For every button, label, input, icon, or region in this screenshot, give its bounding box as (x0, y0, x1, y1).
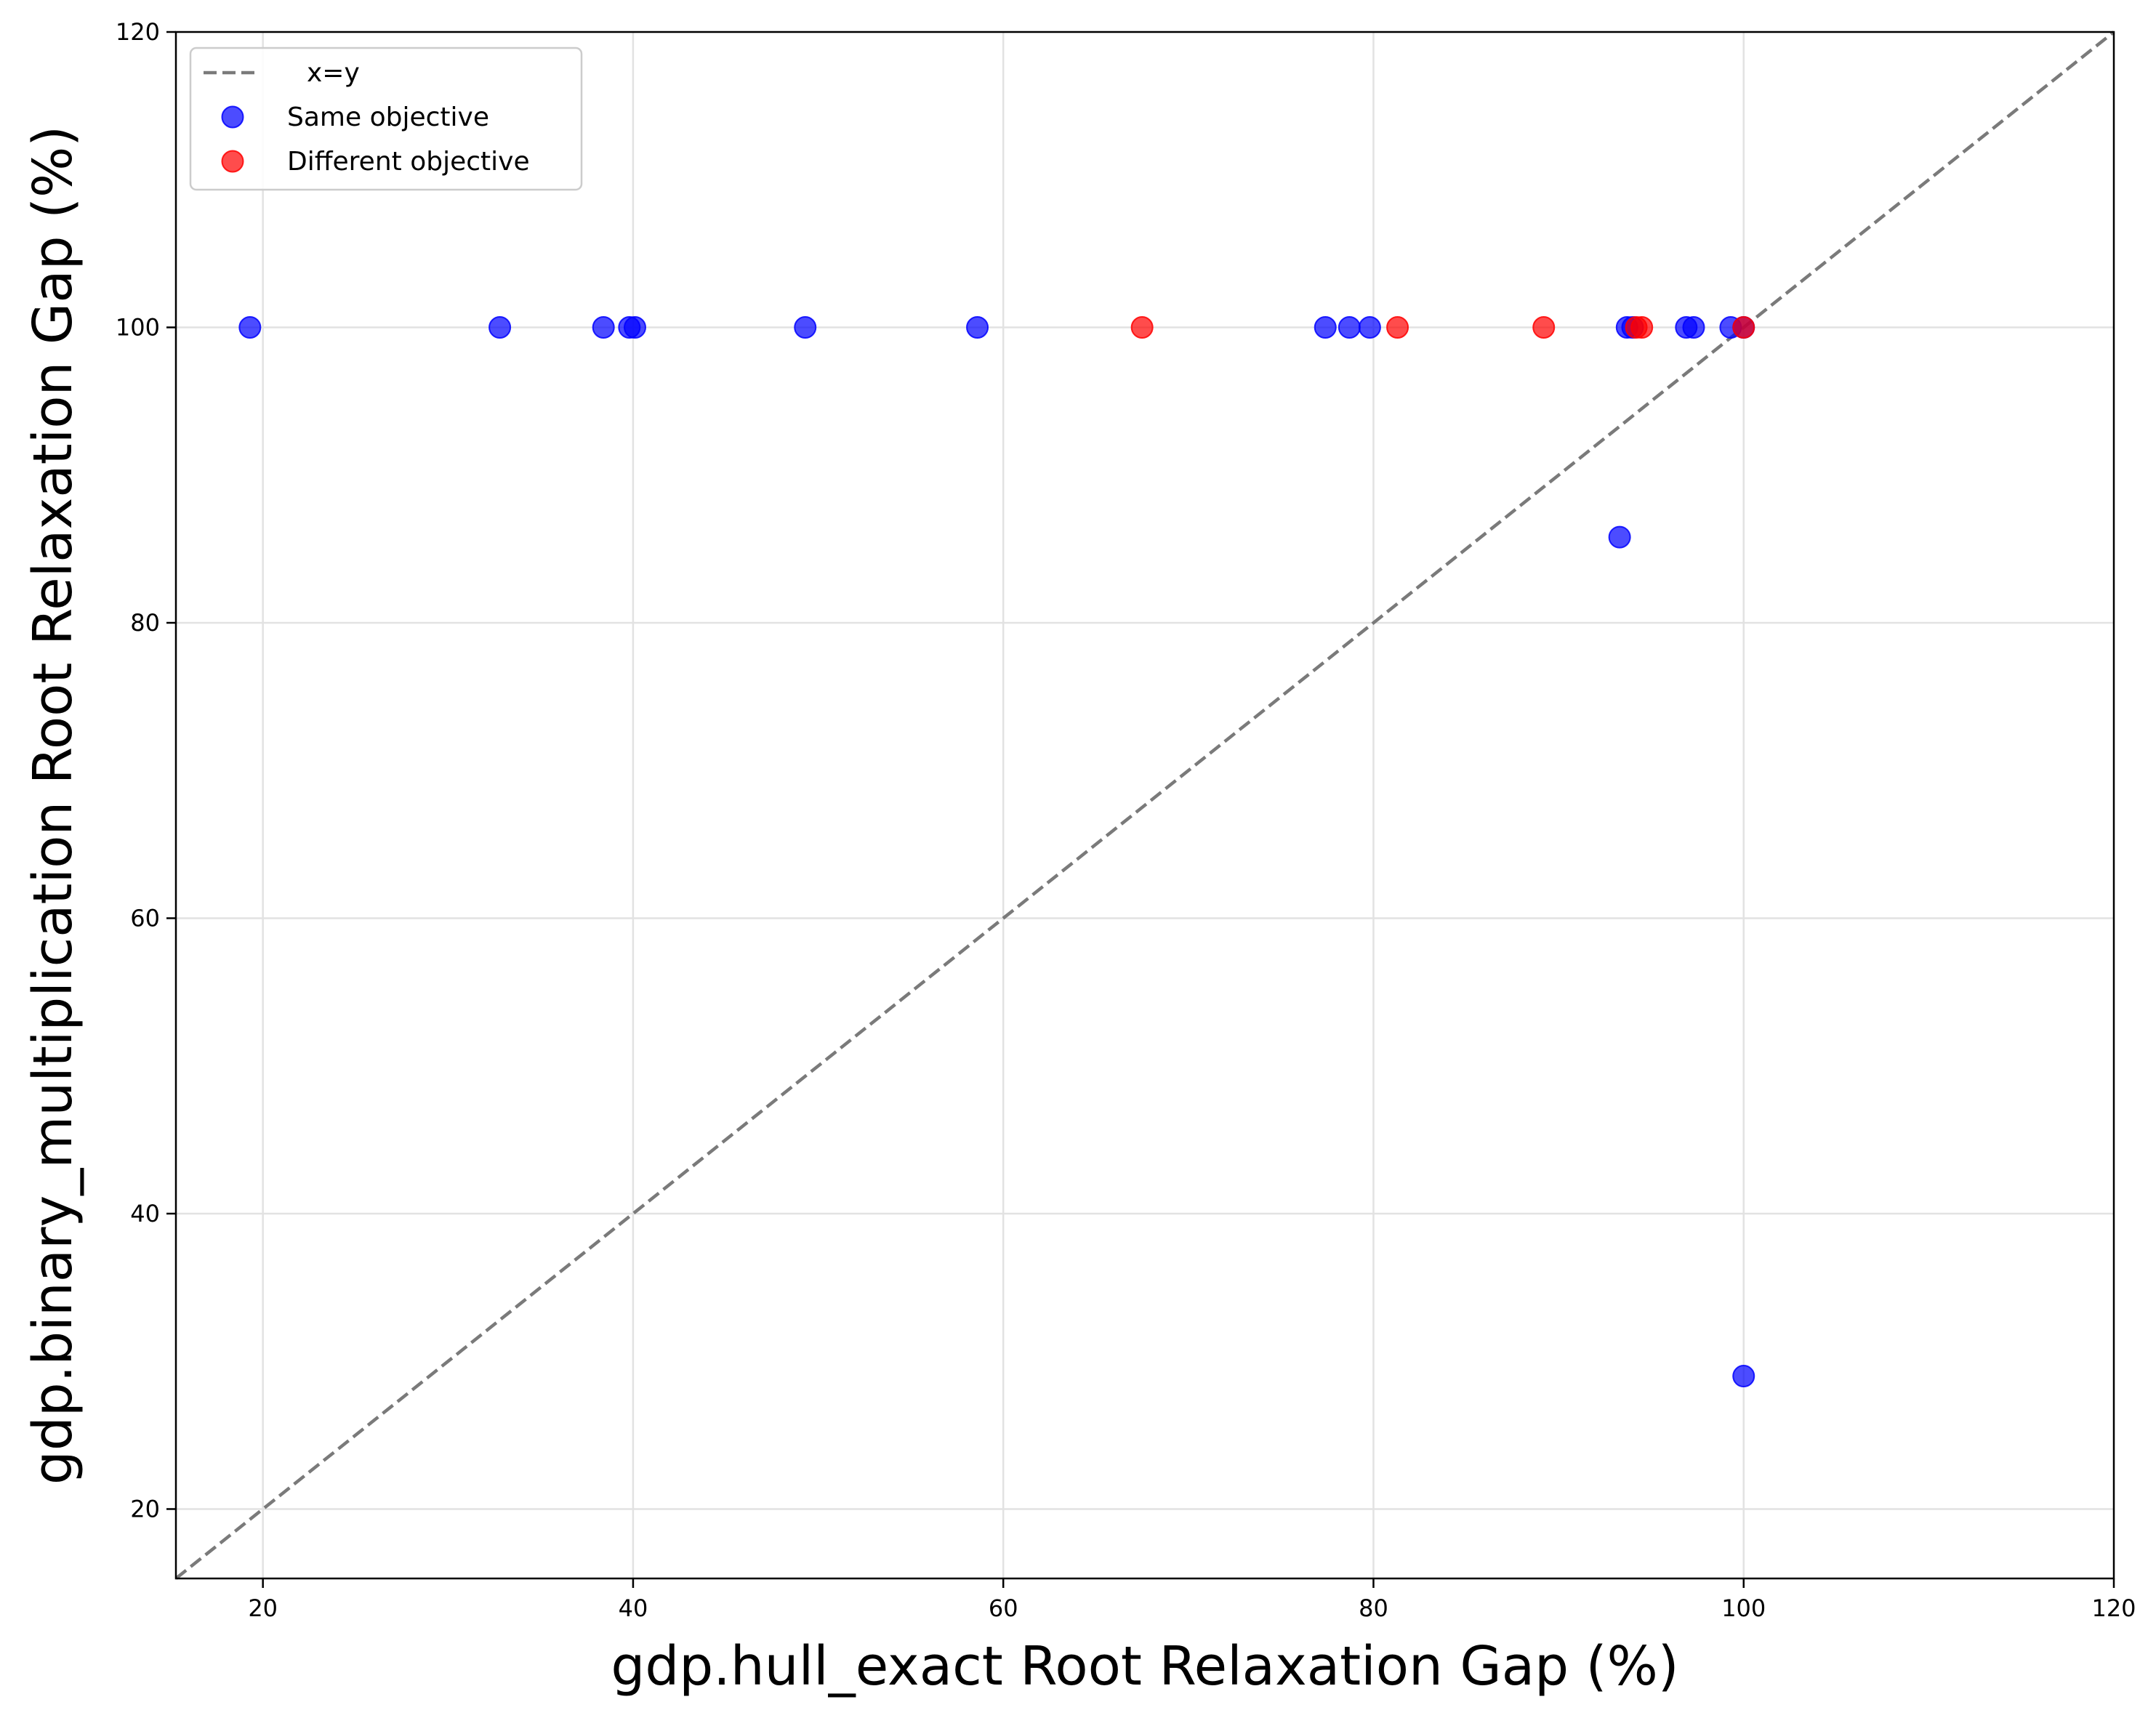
data-point-same-objective (238, 315, 262, 339)
legend-label: Different objective (287, 147, 530, 177)
y-tick-label: 20 (130, 1495, 160, 1523)
data-points (238, 315, 1755, 1388)
data-point-different-objective (1130, 315, 1154, 339)
data-point-same-objective (488, 315, 512, 339)
plot-area-frame (174, 31, 2115, 1580)
data-point-different-objective (1532, 315, 1556, 339)
data-point-different-objective (1386, 315, 1409, 339)
data-point-different-objective (1732, 315, 1755, 339)
legend: x=y Same objective Different objective (189, 47, 583, 191)
axis-ticks: 20 40 60 80 100 120 20 40 60 80 100 120 (116, 18, 2136, 1622)
data-point-same-objective (1682, 315, 1705, 339)
data-point-same-objective (1732, 1365, 1755, 1388)
data-point-same-objective (1358, 315, 1381, 339)
x-tick-label: 40 (619, 1594, 648, 1622)
data-point-same-objective (1338, 315, 1361, 339)
legend-label: Same objective (287, 102, 489, 132)
data-point-same-objective (1314, 315, 1337, 339)
data-point-same-objective (1608, 525, 1631, 549)
data-point-same-objective (623, 315, 646, 339)
y-tick-label: 100 (116, 313, 160, 341)
grid-lines (176, 32, 2114, 1578)
legend-marker-swatch (221, 150, 244, 173)
y-tick-label: 40 (130, 1200, 160, 1227)
y-tick-label: 120 (116, 18, 160, 46)
x-tick-label: 100 (1721, 1594, 1766, 1622)
legend-marker-swatch (221, 105, 244, 129)
data-point-same-objective (794, 315, 817, 339)
y-axis-title: gdp.binary_multiplication Root Relaxatio… (22, 126, 84, 1485)
data-point-same-objective (966, 315, 989, 339)
x-tick-label: 20 (248, 1594, 278, 1622)
legend-label-reference: x=y (307, 58, 360, 88)
data-point-same-objective (592, 315, 615, 339)
x-axis-title: gdp.hull_exact Root Relaxation Gap (%) (611, 1635, 1678, 1698)
y-tick-label: 60 (130, 904, 160, 932)
x-tick-label: 80 (1359, 1594, 1388, 1622)
reference-line-x-equals-y (174, 31, 2115, 1580)
x-tick-label: 60 (989, 1594, 1018, 1622)
data-point-different-objective (1630, 315, 1654, 339)
x-tick-label: 120 (2091, 1594, 2136, 1622)
legend-frame (189, 47, 583, 191)
y-tick-label: 80 (130, 609, 160, 637)
